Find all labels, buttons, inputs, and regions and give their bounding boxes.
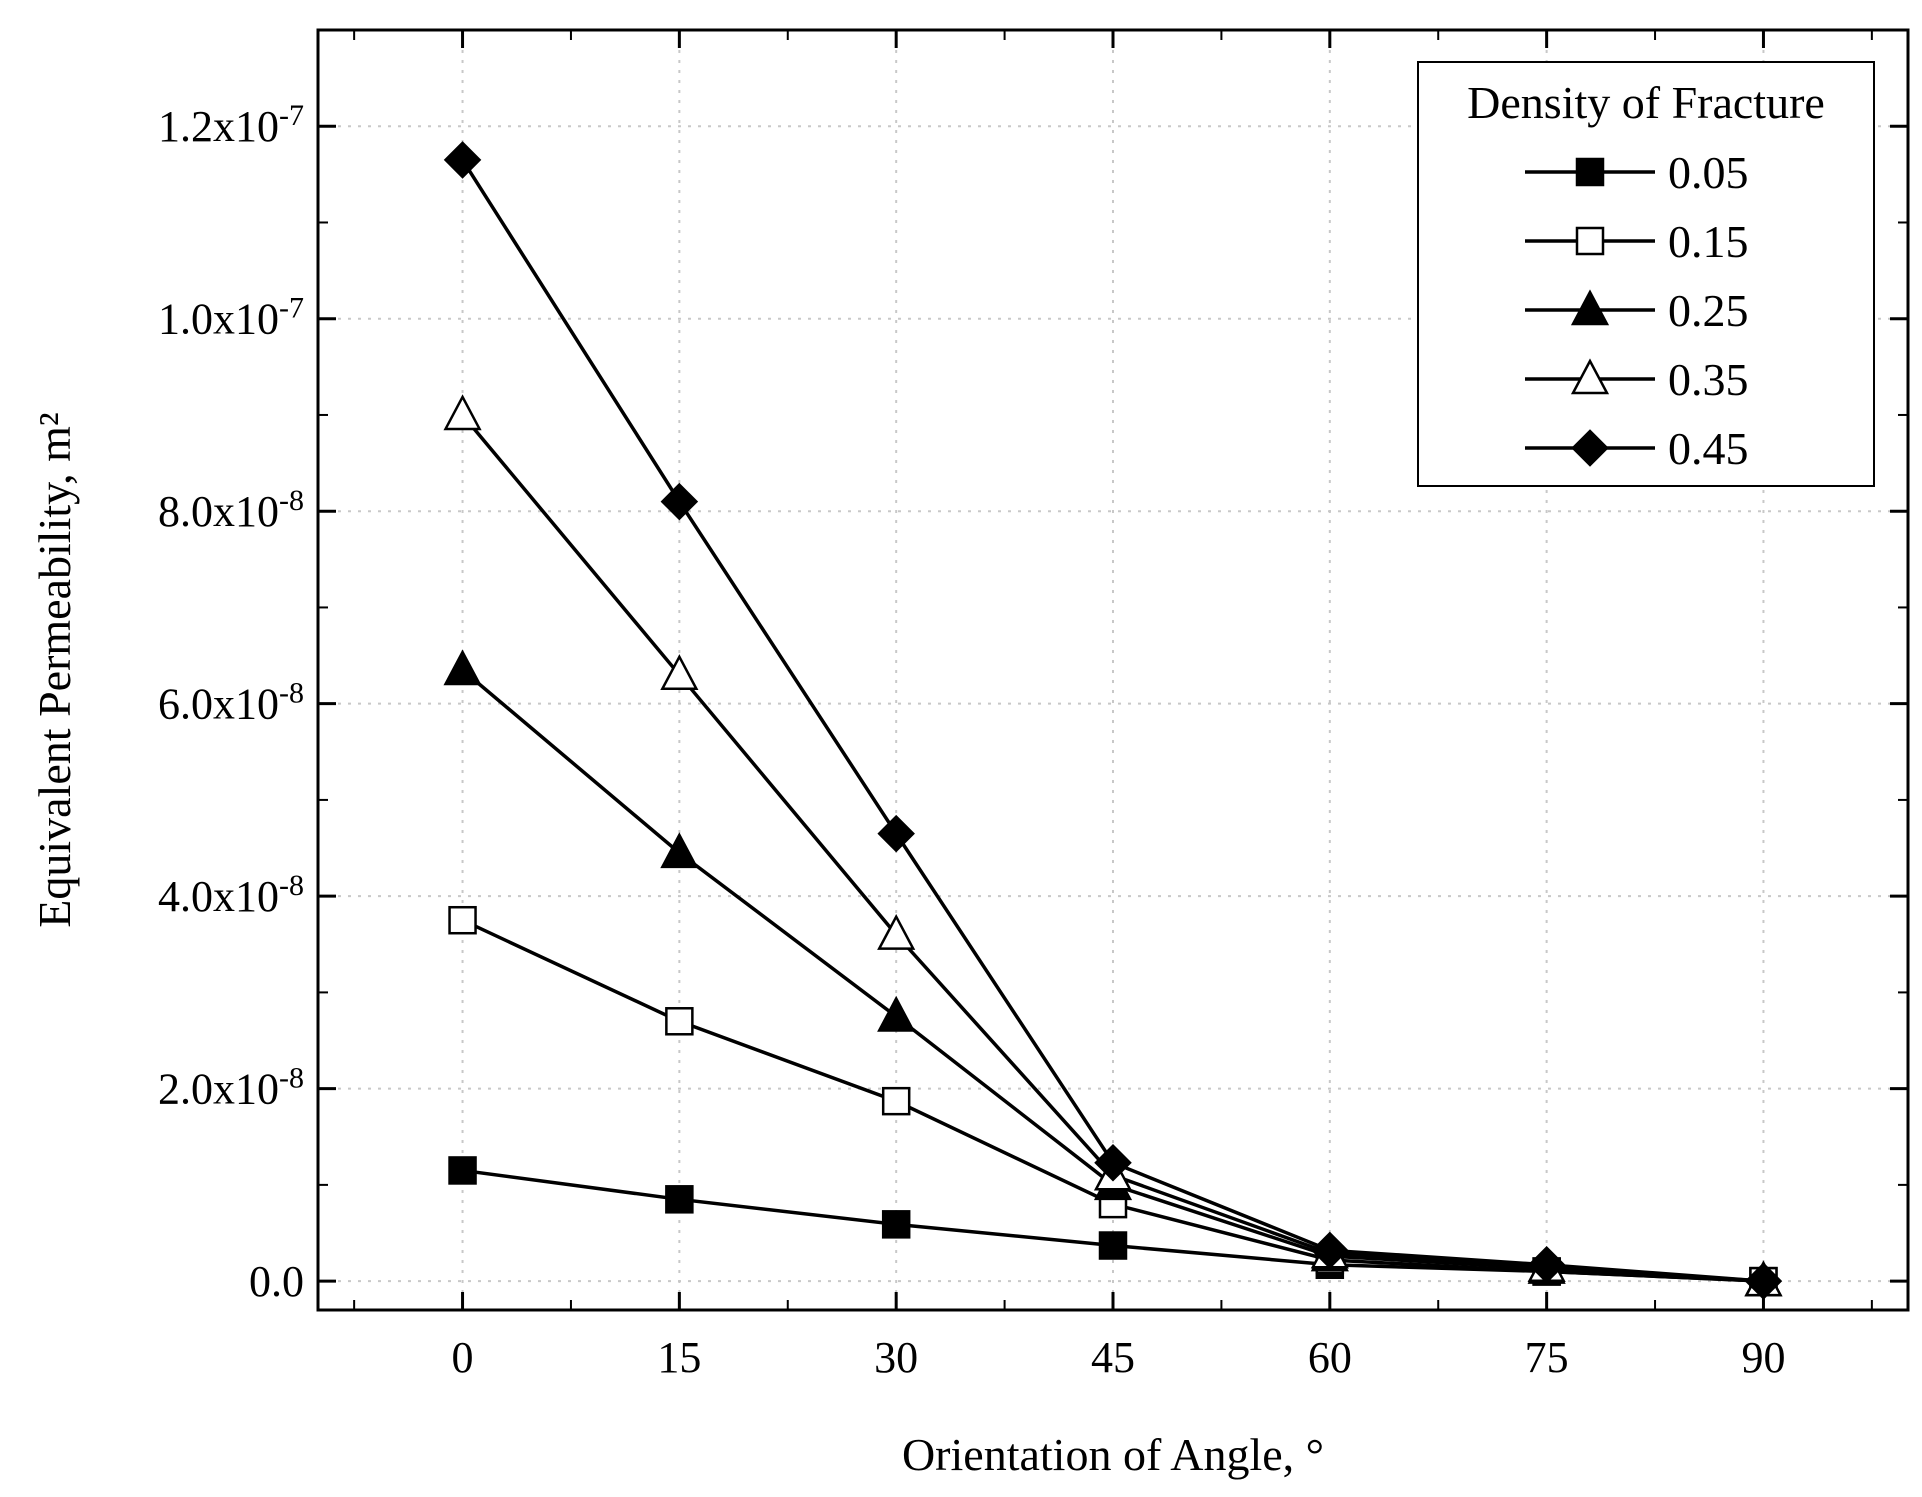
data-point: [443, 394, 482, 431]
x-tick-label: 0: [452, 1333, 474, 1382]
x-tick-label: 15: [657, 1333, 701, 1382]
legend-label: 0.25: [1668, 285, 1749, 336]
data-point: [660, 832, 699, 869]
legend-item: 0.05: [1525, 147, 1749, 198]
legend-label: 0.05: [1668, 147, 1749, 198]
y-tick-label: 6.0x10-8: [158, 677, 304, 729]
data-point: [881, 1086, 911, 1116]
y-tick-label: 2.0x10-8: [158, 1062, 304, 1114]
y-tick-mantissa: 0.0: [249, 1257, 304, 1306]
legend-title: Density of Fracture: [1467, 77, 1825, 128]
legend-item: 0.15: [1525, 216, 1749, 267]
data-point: [877, 814, 915, 853]
data-point: [877, 913, 916, 950]
data-point: [877, 995, 916, 1032]
legend-item: 0.25: [1525, 285, 1749, 336]
series-0.25: [443, 649, 1783, 1297]
y-tick-label: 0.0: [249, 1257, 304, 1306]
y-tick-label: 1.0x10-7: [158, 292, 304, 344]
x-tick-label: 60: [1308, 1333, 1352, 1382]
y-tick-mantissa: 4.0x10: [158, 872, 279, 921]
y-tick-mantissa: 2.0x10: [158, 1065, 279, 1114]
data-point: [1311, 1231, 1349, 1270]
legend-items: 0.05 0.15 0.25 0.35 0.45: [1525, 147, 1749, 474]
data-point: [665, 1007, 694, 1036]
data-point: [665, 1185, 694, 1214]
y-tick-label: 8.0x10-8: [158, 484, 304, 536]
legend-swatch-marker: [1575, 157, 1605, 187]
y-tick-label: 1.2x10-7: [158, 99, 304, 151]
y-tick-mantissa: 6.0x10: [158, 680, 279, 729]
legend-label: 0.15: [1668, 216, 1749, 267]
series-0.45: [443, 141, 1783, 1300]
legend-label: 0.35: [1668, 354, 1749, 405]
data-point: [448, 905, 477, 935]
x-tick-label: 75: [1525, 1333, 1569, 1382]
y-tick-mantissa: 1.2x10: [158, 102, 279, 151]
legend-item: 0.45: [1525, 423, 1749, 474]
x-tick-label: 30: [874, 1333, 918, 1382]
legend-swatch-marker: [1570, 289, 1610, 326]
legend: Density of Fracture 0.05 0.15 0.25 0.35 0.45: [1417, 61, 1875, 487]
legend-swatch-marker: [1571, 429, 1609, 467]
y-tick-exponent: -8: [279, 1062, 304, 1095]
y-tick-exponent: -8: [279, 677, 304, 710]
legend-box: [1417, 61, 1875, 487]
y-tick-label: 4.0x10-8: [158, 869, 304, 921]
legend-item: 0.35: [1525, 354, 1749, 405]
legend-swatch-marker: [1575, 226, 1605, 256]
series-layer: [443, 141, 1783, 1300]
data-point: [1094, 1143, 1132, 1182]
y-tick-mantissa: 1.0x10: [158, 295, 279, 344]
y-tick-exponent: -7: [279, 292, 304, 325]
data-point: [448, 1156, 477, 1185]
x-tick-label: 45: [1091, 1333, 1135, 1382]
data-point: [443, 649, 482, 686]
y-tick-exponent: -8: [279, 869, 304, 902]
data-point: [1527, 1245, 1566, 1284]
x-tick-label: 90: [1741, 1333, 1785, 1382]
data-point: [660, 482, 699, 521]
y-tick-exponent: -7: [279, 99, 304, 132]
data-point: [1098, 1231, 1128, 1260]
legend-swatch-marker: [1570, 358, 1610, 395]
x-axis-title: Orientation of Angle, °: [902, 1429, 1324, 1480]
y-tick-mantissa: 8.0x10: [158, 487, 279, 536]
data-point: [443, 141, 482, 179]
ticks: [318, 30, 1908, 1310]
legend-label: 0.45: [1668, 423, 1749, 474]
y-tick-exponent: -8: [279, 484, 304, 517]
tick-labels: 0 15 30 45 60 75 900.02.0x10-84.0x10-86.0x10-8…: [158, 99, 1785, 1382]
data-point: [660, 654, 699, 691]
data-point: [881, 1210, 911, 1239]
y-axis-title: Equivalent Permeability, m²: [29, 412, 80, 927]
